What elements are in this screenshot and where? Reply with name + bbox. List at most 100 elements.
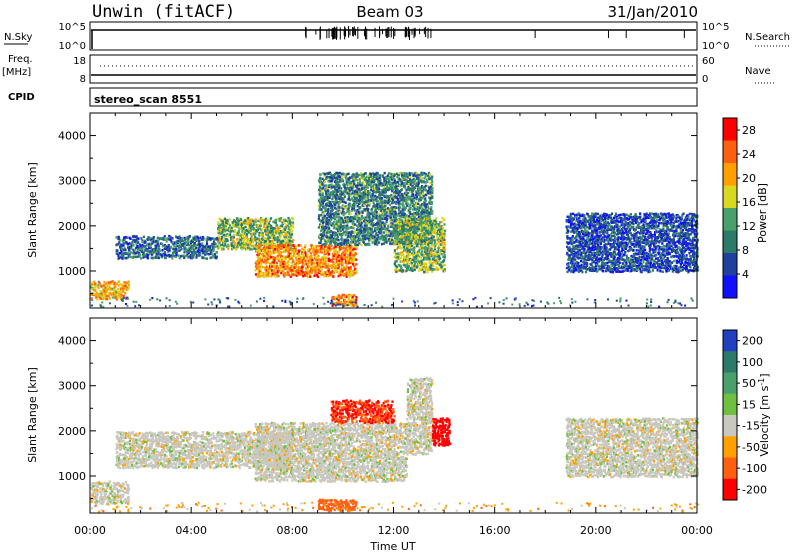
data-cell	[285, 245, 288, 248]
data-cell	[338, 223, 341, 226]
data-cell	[425, 188, 428, 192]
data-cell	[313, 267, 316, 271]
data-cell	[335, 199, 338, 202]
data-cell	[326, 187, 329, 190]
data-cell	[390, 193, 393, 197]
data-cell	[117, 280, 120, 283]
data-cell	[372, 230, 375, 234]
data-cell	[142, 235, 145, 239]
data-cell	[290, 228, 293, 231]
data-cell	[327, 179, 330, 183]
data-cell	[433, 220, 436, 224]
data-cell	[400, 267, 403, 270]
data-cell	[214, 237, 218, 240]
data-cell	[409, 267, 412, 270]
data-cell	[396, 220, 399, 223]
data-cell	[424, 239, 427, 242]
data-cell	[318, 249, 321, 253]
data-cell	[188, 234, 191, 238]
data-cell	[424, 203, 427, 207]
data-cell	[107, 293, 111, 297]
data-cell	[254, 265, 258, 268]
data-cell	[410, 172, 413, 175]
data-cell	[431, 262, 434, 265]
data-cell	[431, 212, 434, 215]
data-cell	[278, 239, 281, 242]
data-cell	[325, 184, 328, 187]
data-cell	[323, 184, 326, 187]
data-cell	[366, 233, 369, 236]
data-cell	[412, 177, 415, 181]
data-cell	[327, 213, 330, 216]
data-cell	[259, 221, 262, 224]
data-cell	[338, 225, 341, 228]
data-cell	[424, 199, 428, 203]
data-cell	[422, 236, 425, 240]
data-cell	[168, 238, 171, 241]
data-cell	[348, 231, 351, 234]
data-cell	[151, 248, 154, 251]
data-cell	[387, 198, 390, 201]
data-cell	[329, 175, 332, 179]
data-cell	[354, 267, 357, 271]
data-cell	[277, 269, 280, 272]
data-cell	[321, 192, 324, 195]
data-cell	[123, 281, 127, 285]
data-cell	[93, 287, 96, 290]
data-cell	[288, 248, 291, 251]
data-cell	[279, 246, 282, 249]
data-cell	[340, 193, 343, 196]
data-cell	[351, 295, 354, 299]
data-cell	[366, 229, 369, 232]
data-cell	[405, 233, 408, 236]
data-cell	[124, 291, 127, 295]
data-cell	[429, 173, 432, 176]
data-cell	[431, 231, 434, 234]
data-cell	[183, 250, 186, 254]
data-cell	[356, 199, 359, 202]
data-cell	[335, 211, 338, 214]
data-cell	[392, 242, 395, 245]
data-cell	[343, 293, 346, 297]
data-cell	[125, 256, 128, 260]
data-cell	[277, 238, 280, 241]
data-cell	[259, 275, 262, 278]
data-cell	[353, 300, 356, 303]
data-cell	[332, 192, 335, 196]
noise-right-tick-bottom: 10^0	[702, 41, 729, 52]
data-cell	[351, 176, 354, 179]
data-cell	[140, 257, 143, 260]
data-cell	[368, 176, 371, 179]
data-cell	[132, 234, 135, 238]
data-cell	[413, 250, 416, 253]
data-cell	[269, 217, 273, 220]
data-cell	[279, 261, 282, 265]
data-cell	[256, 228, 259, 231]
data-cell	[261, 237, 264, 241]
data-cell	[434, 219, 437, 222]
data-cell	[368, 239, 371, 242]
data-cell	[332, 261, 335, 264]
data-cell	[341, 293, 344, 297]
data-cell	[318, 208, 321, 211]
data-cell	[393, 261, 396, 265]
data-cell	[175, 240, 178, 243]
data-cell	[129, 255, 132, 259]
data-cell	[334, 183, 337, 187]
data-cell	[431, 270, 434, 273]
data-cell	[333, 223, 336, 227]
data-cell	[370, 225, 373, 229]
data-cell	[406, 264, 409, 268]
data-cell	[280, 271, 283, 275]
data-cell	[387, 224, 390, 227]
data-cell	[230, 238, 233, 242]
data-cell	[294, 245, 297, 248]
data-cell	[331, 204, 334, 208]
data-cell	[186, 241, 190, 245]
data-cell	[346, 231, 349, 234]
data-cell	[108, 297, 111, 300]
data-cell	[403, 172, 406, 175]
data-cell	[404, 248, 407, 251]
data-cell	[417, 257, 420, 260]
data-cell	[347, 274, 350, 277]
